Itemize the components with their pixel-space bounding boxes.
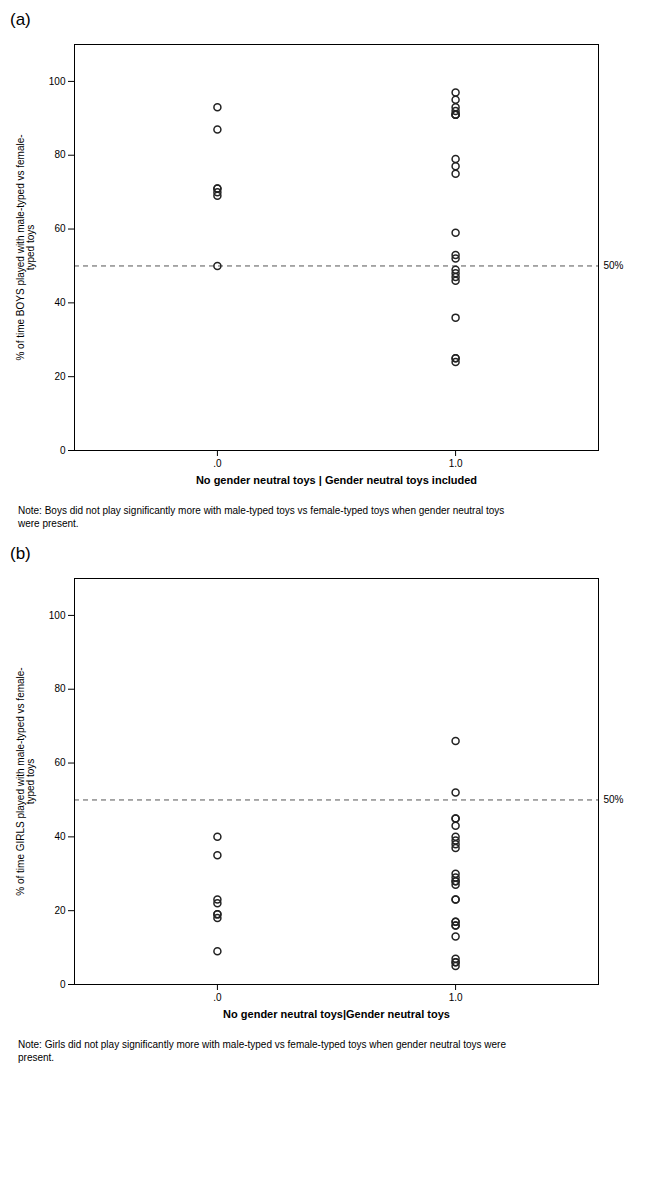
svg-text:60: 60	[54, 223, 66, 234]
svg-text:No gender neutral toys | Gende: No gender neutral toys | Gender neutral …	[196, 474, 477, 486]
html-text:Note: Boys did not play signif: Note: Boys did not play significantly mo…	[18, 505, 505, 529]
svg-text:40: 40	[54, 297, 66, 308]
html-text:(b): (b)	[10, 544, 31, 563]
svg-text:20: 20	[54, 905, 66, 916]
svg-text:40: 40	[54, 831, 66, 842]
svg-text:60: 60	[54, 757, 66, 768]
svg-text:.0: .0	[213, 458, 222, 469]
svg-text:% of time GIRLS played with ma: % of time GIRLS played with male-typed v…	[15, 667, 36, 895]
svg-text:100: 100	[49, 610, 66, 621]
svg-text:0: 0	[60, 445, 66, 456]
html-text:Note: Girls did not play signi: Note: Girls did not play significantly m…	[18, 1039, 506, 1063]
svg-text:80: 80	[54, 683, 66, 694]
svg-text:80: 80	[54, 149, 66, 160]
svg-text:0: 0	[60, 979, 66, 990]
svg-text:1.0: 1.0	[449, 458, 463, 469]
svg-text:% of time BOYS played with mal: % of time BOYS played with male-typed vs…	[15, 134, 36, 360]
svg-text:.0: .0	[213, 992, 222, 1003]
svg-text:No gender neutral toys|Gender: No gender neutral toys|Gender neutral to…	[223, 1008, 450, 1020]
svg-text:20: 20	[54, 371, 66, 382]
svg-text:50%: 50%	[604, 794, 624, 805]
svg-text:1.0: 1.0	[449, 992, 463, 1003]
html-text:(a): (a)	[10, 10, 31, 29]
svg-text:50%: 50%	[604, 260, 624, 271]
svg-text:100: 100	[49, 76, 66, 87]
